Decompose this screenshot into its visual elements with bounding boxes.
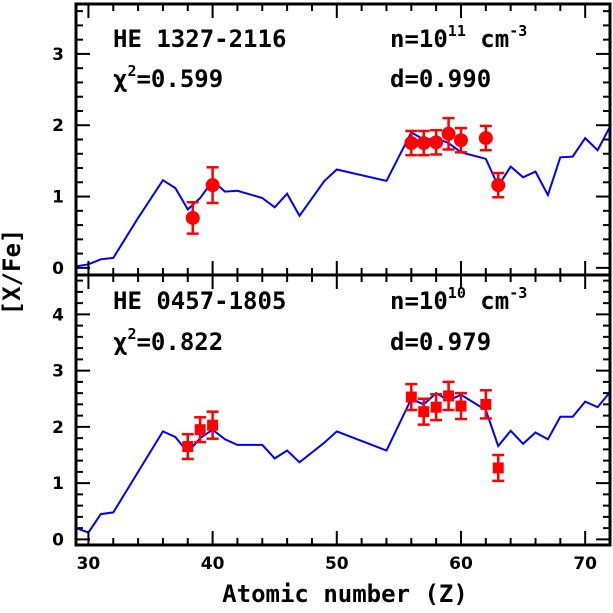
bottom-model-line	[76, 391, 610, 534]
bottom-chi-exp: 2	[127, 325, 136, 343]
top-observed-point	[404, 129, 419, 157]
bottom-x-tick-label: 40	[201, 554, 225, 574]
top-observed-point	[491, 171, 506, 199]
bottom-density-unit: cm	[466, 287, 509, 315]
top-data-marker	[491, 178, 506, 193]
top-data-marker	[205, 178, 220, 193]
bottom-chi-value: =0.822	[136, 328, 223, 356]
bottom-observed-point	[405, 382, 418, 412]
x-axis-label: Atomic number (Z)	[222, 580, 468, 608]
bottom-ticks: 0 1 2 3 4 30 40 50 60 70	[52, 275, 611, 574]
top-model-line-group	[76, 126, 610, 268]
top-density-unit: cm	[466, 25, 509, 53]
top-data-marker	[429, 135, 444, 150]
bottom-y-tick-label: 4	[52, 305, 64, 325]
bottom-observed-point	[417, 397, 430, 426]
bottom-data-marker	[194, 424, 206, 436]
top-density-exp: 11	[448, 22, 466, 40]
bottom-y-tick-label: 1	[52, 474, 64, 494]
bottom-x-tick-label: 60	[449, 554, 473, 574]
top-model-line	[76, 126, 610, 268]
bottom-density-exp: 10	[448, 284, 466, 302]
bottom-data-marker	[430, 401, 442, 413]
top-y-tick-label: 2	[52, 116, 64, 136]
top-observed-point	[416, 129, 431, 157]
bottom-observed-point	[430, 393, 443, 422]
top-density: n=1011 cm-3	[390, 22, 527, 53]
top-observed-point	[478, 124, 493, 152]
bottom-density: n=1010 cm-3	[390, 284, 527, 315]
bottom-observed-point	[442, 380, 455, 412]
bottom-star-name: HE 0457-1805	[113, 287, 286, 315]
bottom-chi-base: χ	[113, 328, 127, 356]
top-chi-value: =0.599	[136, 65, 223, 93]
bottom-data-marker	[455, 400, 467, 412]
bottom-dilution: d=0.979	[390, 328, 491, 356]
top-observed-point	[205, 166, 220, 205]
top-data-marker	[453, 133, 468, 148]
top-y-tick-label: 0	[52, 259, 64, 279]
bottom-observed-point	[194, 416, 207, 444]
bottom-data-marker	[207, 419, 219, 431]
bottom-observed-point	[492, 453, 505, 483]
top-density-base: n=10	[390, 25, 448, 53]
bottom-data-marker	[443, 390, 455, 402]
bottom-data-marker	[492, 462, 504, 474]
bottom-data-marker	[480, 398, 492, 410]
bottom-y-tick-label: 3	[52, 362, 64, 382]
bottom-observed-point	[479, 389, 492, 420]
bottom-data-marker	[418, 406, 430, 418]
top-data-marker	[441, 126, 456, 141]
top-y-tick-label: 1	[52, 188, 64, 208]
bottom-x-tick-label: 50	[325, 554, 349, 574]
top-observed-point	[429, 128, 444, 156]
top-data-marker	[185, 210, 200, 225]
bottom-observed-point	[181, 432, 194, 461]
bottom-frame	[74, 273, 612, 547]
top-observed-points	[185, 116, 506, 235]
bottom-density-unit-exp: -3	[509, 284, 527, 302]
y-axis-label: [X/Fe]	[0, 229, 26, 316]
bottom-y-tick-label: 0	[52, 530, 64, 550]
bottom-y-tick-label: 2	[52, 418, 64, 438]
top-y-tick-label: 3	[52, 45, 64, 65]
bottom-density-base: n=10	[390, 287, 448, 315]
bottom-chi-square: χ2=0.822	[113, 325, 223, 356]
bottom-observed-points	[181, 380, 505, 483]
top-data-marker	[416, 136, 431, 151]
panel-bottom: 0 1 2 3 4 30 40 50 60 70 HE 0457-1805 n=1010 cm-3…	[52, 273, 612, 574]
top-dilution: d=0.990	[390, 65, 491, 93]
top-chi-exp: 2	[127, 62, 136, 80]
top-chi-base: χ	[113, 65, 127, 93]
bottom-observed-point	[206, 410, 219, 440]
top-observed-point	[441, 116, 456, 151]
top-star-name: HE 1327-2116	[113, 25, 286, 53]
top-data-marker	[404, 136, 419, 151]
bottom-model-line-group	[76, 391, 610, 534]
bottom-x-tick-label: 30	[77, 554, 101, 574]
bottom-observed-point	[454, 391, 467, 421]
top-observed-point	[185, 201, 200, 235]
top-data-marker	[478, 131, 493, 146]
top-chi-square: χ2=0.599	[113, 62, 223, 93]
top-observed-point	[453, 126, 468, 154]
bottom-data-marker	[182, 441, 194, 453]
bottom-data-marker	[405, 391, 417, 403]
top-density-unit-exp: -3	[509, 22, 527, 40]
bottom-x-tick-label: 70	[573, 554, 597, 574]
